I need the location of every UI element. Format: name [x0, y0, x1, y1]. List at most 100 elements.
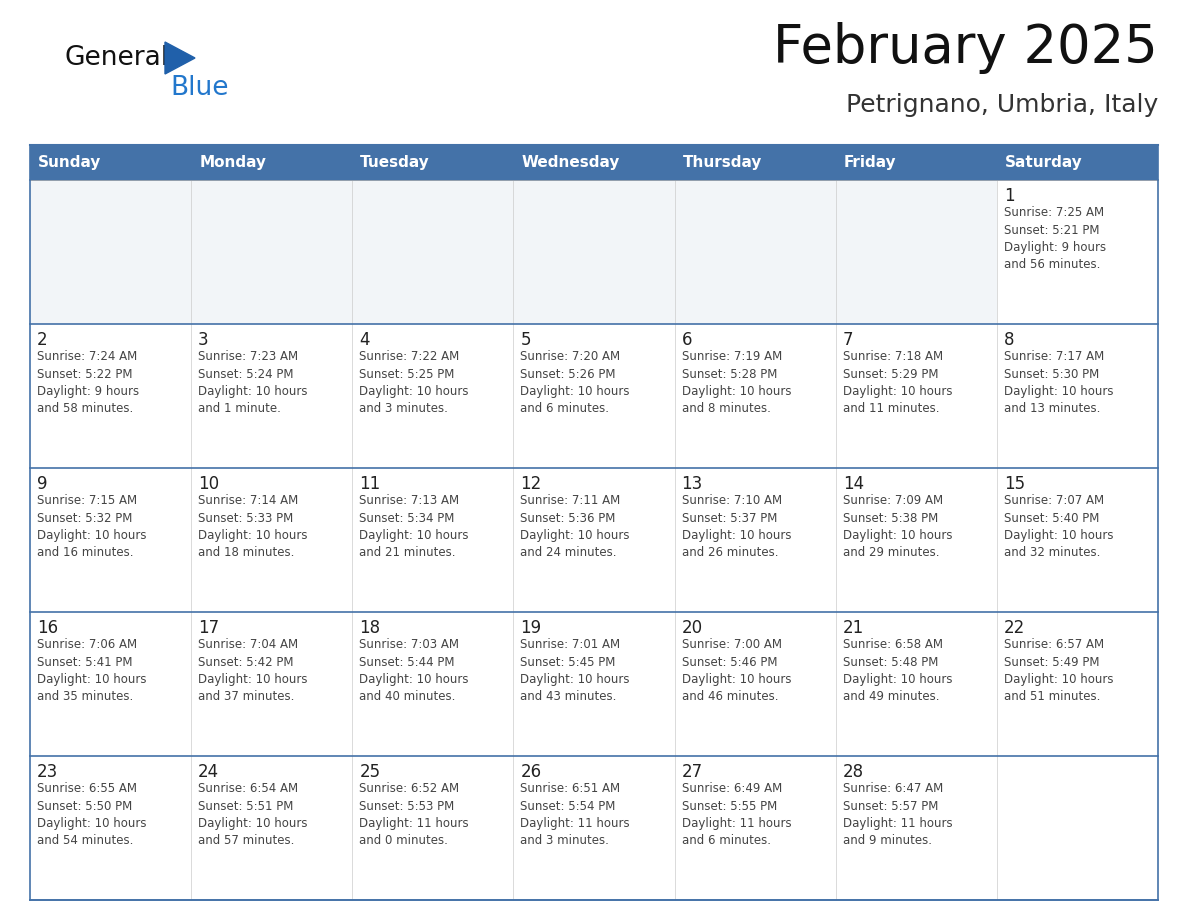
- Bar: [353, 180, 513, 324]
- Bar: [191, 468, 353, 612]
- Bar: [675, 324, 835, 468]
- Text: Sunrise: 7:14 AM
Sunset: 5:33 PM
Daylight: 10 hours
and 18 minutes.: Sunrise: 7:14 AM Sunset: 5:33 PM Dayligh…: [198, 494, 308, 559]
- Text: 8: 8: [1004, 331, 1015, 349]
- Bar: [191, 180, 353, 324]
- Text: 16: 16: [37, 619, 58, 637]
- Text: 18: 18: [359, 619, 380, 637]
- Text: Petrignano, Umbria, Italy: Petrignano, Umbria, Italy: [846, 93, 1158, 117]
- Text: 3: 3: [198, 331, 209, 349]
- Text: 24: 24: [198, 763, 220, 781]
- Text: 7: 7: [842, 331, 853, 349]
- Text: Blue: Blue: [170, 75, 228, 101]
- Text: 28: 28: [842, 763, 864, 781]
- Text: Sunrise: 7:06 AM
Sunset: 5:41 PM
Daylight: 10 hours
and 35 minutes.: Sunrise: 7:06 AM Sunset: 5:41 PM Dayligh…: [37, 638, 146, 703]
- Text: General: General: [65, 45, 169, 71]
- Bar: [353, 612, 513, 756]
- Text: 20: 20: [682, 619, 702, 637]
- Text: 13: 13: [682, 475, 703, 493]
- Text: Sunrise: 7:15 AM
Sunset: 5:32 PM
Daylight: 10 hours
and 16 minutes.: Sunrise: 7:15 AM Sunset: 5:32 PM Dayligh…: [37, 494, 146, 559]
- Text: Sunrise: 7:23 AM
Sunset: 5:24 PM
Daylight: 10 hours
and 1 minute.: Sunrise: 7:23 AM Sunset: 5:24 PM Dayligh…: [198, 350, 308, 416]
- Bar: [353, 468, 513, 612]
- Text: Sunrise: 7:20 AM
Sunset: 5:26 PM
Daylight: 10 hours
and 6 minutes.: Sunrise: 7:20 AM Sunset: 5:26 PM Dayligh…: [520, 350, 630, 416]
- Text: Sunrise: 7:13 AM
Sunset: 5:34 PM
Daylight: 10 hours
and 21 minutes.: Sunrise: 7:13 AM Sunset: 5:34 PM Dayligh…: [359, 494, 469, 559]
- Text: 21: 21: [842, 619, 864, 637]
- Text: 1: 1: [1004, 187, 1015, 205]
- Bar: [997, 145, 1158, 180]
- Bar: [353, 145, 513, 180]
- Text: Sunday: Sunday: [38, 155, 101, 170]
- Text: 11: 11: [359, 475, 380, 493]
- Text: Sunrise: 6:57 AM
Sunset: 5:49 PM
Daylight: 10 hours
and 51 minutes.: Sunrise: 6:57 AM Sunset: 5:49 PM Dayligh…: [1004, 638, 1113, 703]
- Bar: [191, 756, 353, 900]
- Text: Sunrise: 7:09 AM
Sunset: 5:38 PM
Daylight: 10 hours
and 29 minutes.: Sunrise: 7:09 AM Sunset: 5:38 PM Dayligh…: [842, 494, 953, 559]
- Text: 22: 22: [1004, 619, 1025, 637]
- Text: Sunrise: 7:11 AM
Sunset: 5:36 PM
Daylight: 10 hours
and 24 minutes.: Sunrise: 7:11 AM Sunset: 5:36 PM Dayligh…: [520, 494, 630, 559]
- Text: Sunrise: 6:58 AM
Sunset: 5:48 PM
Daylight: 10 hours
and 49 minutes.: Sunrise: 6:58 AM Sunset: 5:48 PM Dayligh…: [842, 638, 953, 703]
- Bar: [30, 756, 191, 900]
- Text: 26: 26: [520, 763, 542, 781]
- Bar: [30, 468, 191, 612]
- Text: Sunrise: 6:49 AM
Sunset: 5:55 PM
Daylight: 11 hours
and 6 minutes.: Sunrise: 6:49 AM Sunset: 5:55 PM Dayligh…: [682, 782, 791, 847]
- Text: Sunrise: 6:47 AM
Sunset: 5:57 PM
Daylight: 11 hours
and 9 minutes.: Sunrise: 6:47 AM Sunset: 5:57 PM Dayligh…: [842, 782, 953, 847]
- Bar: [513, 324, 675, 468]
- Bar: [30, 180, 191, 324]
- Text: Sunrise: 6:54 AM
Sunset: 5:51 PM
Daylight: 10 hours
and 57 minutes.: Sunrise: 6:54 AM Sunset: 5:51 PM Dayligh…: [198, 782, 308, 847]
- Bar: [997, 612, 1158, 756]
- Bar: [30, 612, 191, 756]
- Text: 23: 23: [37, 763, 58, 781]
- Text: Sunrise: 7:04 AM
Sunset: 5:42 PM
Daylight: 10 hours
and 37 minutes.: Sunrise: 7:04 AM Sunset: 5:42 PM Dayligh…: [198, 638, 308, 703]
- Text: Sunrise: 7:25 AM
Sunset: 5:21 PM
Daylight: 9 hours
and 56 minutes.: Sunrise: 7:25 AM Sunset: 5:21 PM Dayligh…: [1004, 206, 1106, 272]
- Text: Saturday: Saturday: [1005, 155, 1082, 170]
- Bar: [997, 324, 1158, 468]
- Bar: [835, 324, 997, 468]
- Bar: [997, 180, 1158, 324]
- Bar: [835, 468, 997, 612]
- Bar: [513, 756, 675, 900]
- Text: Sunrise: 7:17 AM
Sunset: 5:30 PM
Daylight: 10 hours
and 13 minutes.: Sunrise: 7:17 AM Sunset: 5:30 PM Dayligh…: [1004, 350, 1113, 416]
- Text: 4: 4: [359, 331, 369, 349]
- Bar: [513, 180, 675, 324]
- Bar: [513, 468, 675, 612]
- Text: 19: 19: [520, 619, 542, 637]
- Bar: [675, 612, 835, 756]
- Bar: [30, 145, 191, 180]
- Text: Sunrise: 7:07 AM
Sunset: 5:40 PM
Daylight: 10 hours
and 32 minutes.: Sunrise: 7:07 AM Sunset: 5:40 PM Dayligh…: [1004, 494, 1113, 559]
- Text: Tuesday: Tuesday: [360, 155, 430, 170]
- Text: 27: 27: [682, 763, 702, 781]
- Bar: [191, 145, 353, 180]
- Text: 9: 9: [37, 475, 48, 493]
- Text: Monday: Monday: [200, 155, 266, 170]
- Text: 25: 25: [359, 763, 380, 781]
- Text: February 2025: February 2025: [773, 22, 1158, 74]
- Text: 10: 10: [198, 475, 220, 493]
- Bar: [675, 756, 835, 900]
- Polygon shape: [165, 42, 195, 74]
- Bar: [353, 324, 513, 468]
- Bar: [353, 756, 513, 900]
- Text: Sunrise: 6:55 AM
Sunset: 5:50 PM
Daylight: 10 hours
and 54 minutes.: Sunrise: 6:55 AM Sunset: 5:50 PM Dayligh…: [37, 782, 146, 847]
- Text: Friday: Friday: [843, 155, 896, 170]
- Bar: [513, 145, 675, 180]
- Bar: [513, 612, 675, 756]
- Text: Sunrise: 7:22 AM
Sunset: 5:25 PM
Daylight: 10 hours
and 3 minutes.: Sunrise: 7:22 AM Sunset: 5:25 PM Dayligh…: [359, 350, 469, 416]
- Bar: [835, 180, 997, 324]
- Text: 2: 2: [37, 331, 48, 349]
- Text: Sunrise: 7:19 AM
Sunset: 5:28 PM
Daylight: 10 hours
and 8 minutes.: Sunrise: 7:19 AM Sunset: 5:28 PM Dayligh…: [682, 350, 791, 416]
- Text: Sunrise: 7:00 AM
Sunset: 5:46 PM
Daylight: 10 hours
and 46 minutes.: Sunrise: 7:00 AM Sunset: 5:46 PM Dayligh…: [682, 638, 791, 703]
- Bar: [835, 756, 997, 900]
- Text: 12: 12: [520, 475, 542, 493]
- Text: 17: 17: [198, 619, 220, 637]
- Text: Wednesday: Wednesday: [522, 155, 620, 170]
- Text: Sunrise: 7:10 AM
Sunset: 5:37 PM
Daylight: 10 hours
and 26 minutes.: Sunrise: 7:10 AM Sunset: 5:37 PM Dayligh…: [682, 494, 791, 559]
- Text: 5: 5: [520, 331, 531, 349]
- Bar: [835, 145, 997, 180]
- Text: Thursday: Thursday: [683, 155, 762, 170]
- Bar: [675, 468, 835, 612]
- Bar: [675, 180, 835, 324]
- Text: Sunrise: 7:24 AM
Sunset: 5:22 PM
Daylight: 9 hours
and 58 minutes.: Sunrise: 7:24 AM Sunset: 5:22 PM Dayligh…: [37, 350, 139, 416]
- Bar: [30, 324, 191, 468]
- Bar: [191, 612, 353, 756]
- Bar: [997, 756, 1158, 900]
- Text: 14: 14: [842, 475, 864, 493]
- Text: 6: 6: [682, 331, 693, 349]
